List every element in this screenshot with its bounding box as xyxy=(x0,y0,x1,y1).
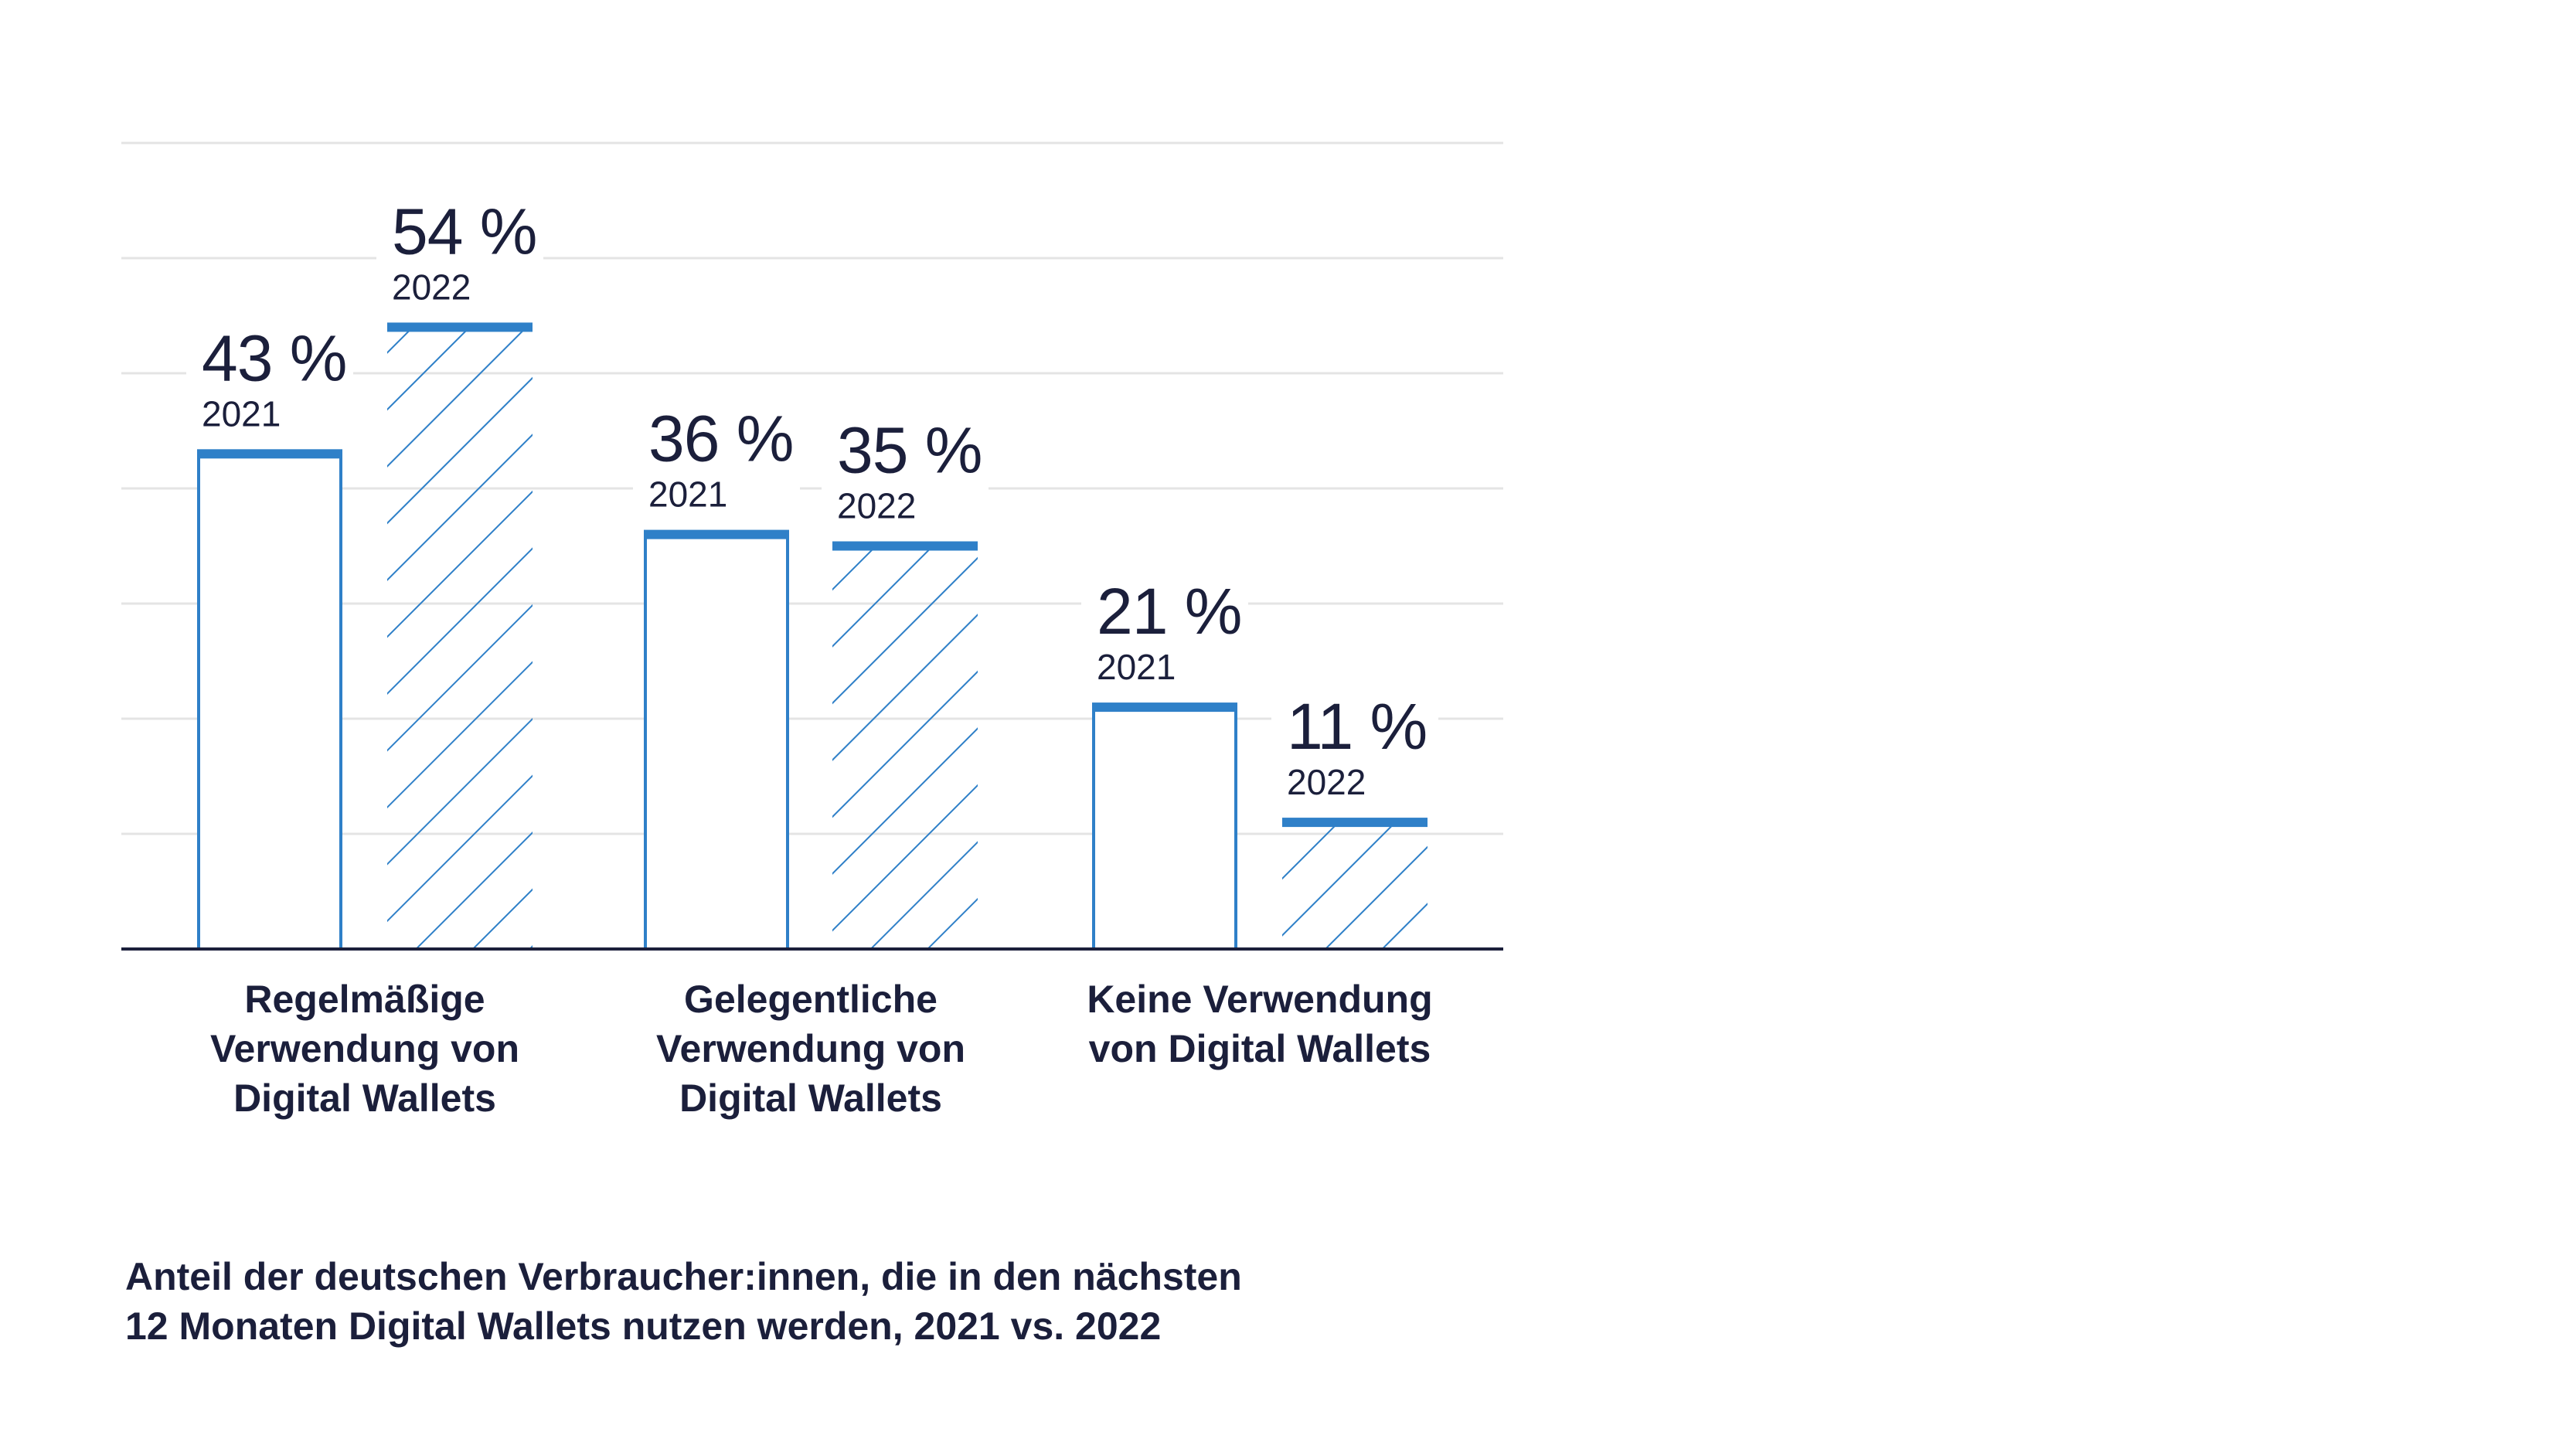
bar-2022-2 xyxy=(1282,822,1428,949)
value-label-2021-2: 21 % xyxy=(1097,575,1241,648)
category-label-1-line-0: Gelegentliche xyxy=(684,978,938,1021)
category-label-1-line-2: Digital Wallets xyxy=(679,1077,942,1120)
bar-cap-2021-2 xyxy=(1092,702,1237,713)
value-label-2022-2: 11 % xyxy=(1287,690,1427,763)
category-label-0-line-1: Verwendung von xyxy=(210,1027,519,1070)
chart-caption: Anteil der deutschen Verbraucher:innen, … xyxy=(125,1252,1671,1351)
data-label-background xyxy=(1081,560,1248,699)
series-label-2021-2: 2021 xyxy=(1097,647,1176,687)
series-label-2021-1: 2021 xyxy=(648,474,727,515)
bar-2022-1 xyxy=(832,546,978,949)
bar-cap-2022-0 xyxy=(387,322,533,332)
bar-cap-2022-1 xyxy=(832,541,978,551)
data-label-background xyxy=(376,180,543,318)
series-label-2021-0: 2021 xyxy=(202,393,281,434)
bar-2022-0 xyxy=(387,327,533,949)
bar-cap-2021-1 xyxy=(644,529,789,539)
caption-line-2: 12 Monaten Digital Wallets nutzen werden… xyxy=(125,1304,1162,1348)
bar-2021-2 xyxy=(1092,706,1237,951)
data-label-background xyxy=(186,307,353,445)
bars xyxy=(197,322,1428,951)
caption-line-1: Anteil der deutschen Verbraucher:innen, … xyxy=(125,1255,1242,1298)
bar-cap-2021-0 xyxy=(197,449,342,459)
series-label-2022-1: 2022 xyxy=(837,486,916,526)
value-label-2021-0: 43 % xyxy=(202,321,346,394)
bar-2021-0 xyxy=(197,452,342,951)
category-label-1-line-1: Verwendung von xyxy=(656,1027,965,1070)
category-label-2-line-1: von Digital Wallets xyxy=(1089,1027,1431,1070)
series-label-2022-2: 2022 xyxy=(1287,762,1366,802)
bar-2021-1 xyxy=(644,532,789,951)
value-label-2022-0: 54 % xyxy=(392,195,536,267)
value-label-2022-1: 35 % xyxy=(837,414,982,487)
data-label-background xyxy=(1271,675,1438,814)
data-label-background xyxy=(822,399,989,537)
value-label-2021-1: 36 % xyxy=(648,403,793,475)
category-label-0-line-0: Regelmäßige xyxy=(244,978,485,1021)
category-label-0-line-2: Digital Wallets xyxy=(233,1077,496,1120)
series-label-2022-0: 2022 xyxy=(392,267,471,307)
bar-cap-2022-2 xyxy=(1282,818,1428,828)
category-labels: Regelmäßige Verwendung von Digital Wallets… xyxy=(210,978,1433,1120)
data-label-background xyxy=(633,387,800,526)
category-label-2-line-0: Keine Verwendung xyxy=(1087,978,1432,1021)
